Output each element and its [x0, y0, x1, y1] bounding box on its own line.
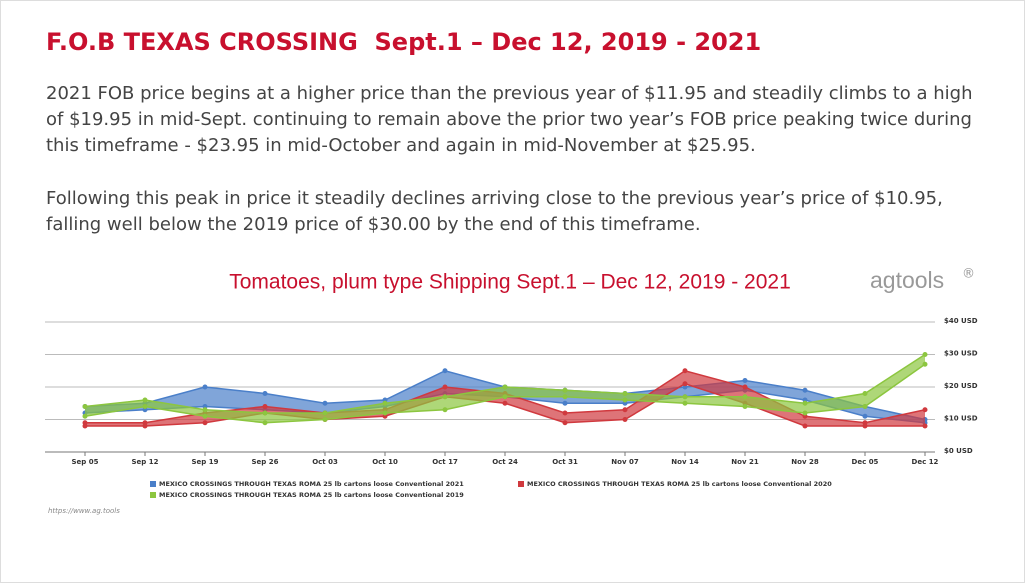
x-tick-label: Nov 07 [611, 458, 639, 466]
legend-swatch [150, 492, 156, 498]
point [562, 420, 568, 426]
point [682, 394, 688, 400]
x-tick-label: Sep 05 [72, 458, 99, 466]
point [502, 394, 508, 400]
point [502, 400, 508, 406]
point [742, 404, 748, 409]
point [322, 417, 328, 422]
point [922, 407, 928, 413]
x-tick-label: Oct 17 [432, 458, 458, 466]
point [682, 368, 688, 374]
logo-mark: ® [962, 267, 975, 282]
point [742, 378, 748, 383]
source: https://www.ag.tools [48, 507, 120, 515]
x-tick-label: Nov 14 [671, 458, 699, 466]
point [622, 391, 628, 396]
x-tick-label: Dec 12 [912, 458, 939, 466]
point [622, 417, 628, 422]
point [562, 410, 568, 416]
point [502, 384, 508, 390]
legend-label: MEXICO CROSSINGS THROUGH TEXAS ROMA 25 l… [159, 491, 464, 499]
y-tick-label: $30 USD [944, 350, 978, 358]
x-tick-label: Nov 21 [731, 458, 759, 466]
legend-label: MEXICO CROSSINGS THROUGH TEXAS ROMA 25 l… [527, 480, 832, 488]
point [862, 391, 868, 396]
point [742, 384, 748, 390]
point [82, 404, 88, 409]
point [622, 407, 628, 413]
point [442, 407, 448, 413]
point [622, 397, 628, 403]
legend-swatch [150, 481, 156, 487]
point [202, 420, 208, 426]
legend-label: MEXICO CROSSINGS THROUGH TEXAS ROMA 25 l… [159, 480, 464, 488]
point [262, 391, 268, 396]
point [262, 404, 268, 409]
y-tick-label: $10 USD [944, 415, 978, 423]
point [142, 404, 148, 409]
paragraph: Following this peak in price it steadily… [46, 188, 943, 235]
point [802, 387, 808, 393]
chart-title: Tomatoes, plum type Shipping Sept.1 – De… [229, 271, 791, 294]
point [862, 413, 868, 419]
x-tick-label: Sep 26 [252, 458, 279, 466]
point [922, 352, 928, 357]
point [442, 368, 448, 374]
point [382, 400, 388, 406]
y-tick-label: $40 USD [944, 317, 978, 325]
point [562, 387, 568, 393]
x-tick-label: Oct 10 [372, 458, 398, 466]
point [322, 400, 328, 406]
x-tick-label: Dec 05 [852, 458, 879, 466]
point [382, 410, 388, 416]
point [82, 413, 88, 419]
point [682, 381, 688, 387]
point [742, 394, 748, 400]
point [862, 423, 868, 429]
point [862, 404, 868, 409]
point [82, 423, 88, 429]
point [562, 394, 568, 400]
point [802, 423, 808, 429]
point [142, 423, 148, 429]
point [202, 413, 208, 419]
point [442, 384, 448, 390]
y-tick-label: $20 USD [944, 382, 978, 390]
x-tick-label: Sep 19 [192, 458, 219, 466]
x-tick-label: Oct 31 [552, 458, 578, 466]
x-tick-label: Nov 28 [791, 458, 819, 466]
paragraph: 2021 FOB price begins at a higher price … [46, 83, 973, 156]
logo: agtools [870, 267, 944, 293]
point [202, 407, 208, 413]
y-tick-label: $0 USD [944, 447, 973, 455]
point [202, 384, 208, 390]
point [442, 394, 448, 400]
point [262, 410, 268, 416]
point [322, 410, 328, 416]
legend-swatch [518, 481, 524, 487]
point [262, 420, 268, 426]
x-tick-label: Sep 12 [132, 458, 159, 466]
x-tick-label: Oct 03 [312, 458, 338, 466]
point [682, 400, 688, 406]
point [922, 361, 928, 367]
point [562, 400, 568, 406]
point [802, 400, 808, 406]
title: F.O.B TEXAS CROSSING Sept.1 – Dec 12, 20… [46, 28, 762, 56]
point [922, 423, 928, 429]
point [142, 397, 148, 403]
point [802, 410, 808, 416]
x-tick-label: Oct 24 [492, 458, 518, 466]
